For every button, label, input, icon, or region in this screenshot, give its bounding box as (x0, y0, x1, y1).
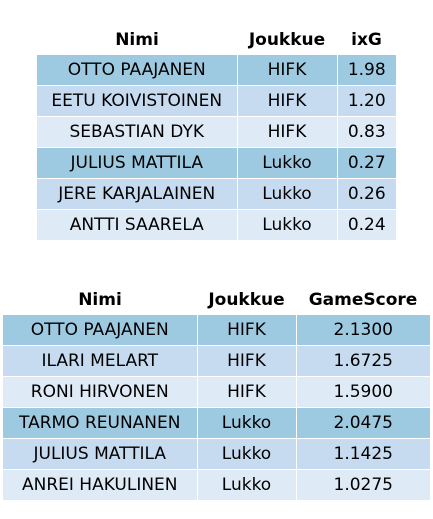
player-name-cell: ANTTI SAARELA (37, 209, 238, 241)
team-cell: Lukko (237, 209, 338, 241)
gamescore-cell: 2.1300 (296, 315, 430, 346)
ixg-table: Nimi Joukkue ixG OTTO PAAJANEN HIFK 1.98… (37, 24, 396, 241)
column-header-gamescore: GameScore (296, 284, 430, 315)
team-cell: HIFK (197, 315, 297, 346)
ixg-cell: 0.83 (337, 116, 396, 148)
team-cell: Lukko (237, 178, 338, 210)
table-header-row: Nimi Joukkue ixG (37, 24, 396, 55)
ixg-cell: 1.20 (337, 85, 396, 117)
player-name-cell: JERE KARJALAINEN (37, 178, 238, 210)
team-cell: HIFK (197, 345, 297, 377)
table-row: EETU KOIVISTOINEN HIFK 1.20 (37, 85, 396, 117)
team-cell: Lukko (197, 438, 297, 470)
player-name-cell: ILARI MELART (3, 345, 198, 377)
player-name-cell: SEBASTIAN DYK (37, 116, 238, 148)
gamescore-table: Nimi Joukkue GameScore OTTO PAAJANEN HIF… (3, 284, 430, 501)
ixg-cell: 0.24 (337, 209, 396, 241)
column-header-name: Nimi (3, 284, 197, 315)
table-row: OTTO PAAJANEN HIFK 1.98 (37, 55, 396, 86)
table-row: OTTO PAAJANEN HIFK 2.1300 (3, 315, 430, 346)
gamescore-cell: 1.1425 (296, 438, 430, 470)
team-cell: Lukko (237, 147, 338, 179)
ixg-cell: 0.27 (337, 147, 396, 179)
player-name-cell: OTTO PAAJANEN (3, 315, 198, 346)
table-row: ANREI HAKULINEN Lukko 1.0275 (3, 469, 430, 501)
table-header-row: Nimi Joukkue GameScore (3, 284, 430, 315)
player-name-cell: RONI HIRVONEN (3, 376, 198, 408)
table-row: JULIUS MATTILA Lukko 0.27 (37, 147, 396, 179)
gamescore-cell: 2.0475 (296, 407, 430, 439)
ixg-cell: 0.26 (337, 178, 396, 210)
team-cell: HIFK (237, 55, 338, 86)
gamescore-cell: 1.0275 (296, 469, 430, 501)
table-row: TARMO REUNANEN Lukko 2.0475 (3, 407, 430, 439)
gamescore-cell: 1.6725 (296, 345, 430, 377)
table-row: ILARI MELART HIFK 1.6725 (3, 345, 430, 377)
player-name-cell: JULIUS MATTILA (3, 438, 198, 470)
team-cell: Lukko (197, 469, 297, 501)
column-header-team: Joukkue (197, 284, 296, 315)
gamescore-cell: 1.5900 (296, 376, 430, 408)
team-cell: HIFK (237, 85, 338, 117)
table-row: RONI HIRVONEN HIFK 1.5900 (3, 376, 430, 408)
table-row: JERE KARJALAINEN Lukko 0.26 (37, 178, 396, 210)
player-name-cell: EETU KOIVISTOINEN (37, 85, 238, 117)
ixg-cell: 1.98 (337, 55, 396, 86)
team-cell: HIFK (237, 116, 338, 148)
column-header-name: Nimi (37, 24, 237, 55)
team-cell: Lukko (197, 407, 297, 439)
player-name-cell: OTTO PAAJANEN (37, 55, 238, 86)
table-row: JULIUS MATTILA Lukko 1.1425 (3, 438, 430, 470)
table-row: SEBASTIAN DYK HIFK 0.83 (37, 116, 396, 148)
player-name-cell: ANREI HAKULINEN (3, 469, 198, 501)
player-name-cell: TARMO REUNANEN (3, 407, 198, 439)
team-cell: HIFK (197, 376, 297, 408)
table-row: ANTTI SAARELA Lukko 0.24 (37, 209, 396, 241)
column-header-team: Joukkue (237, 24, 337, 55)
column-header-ixg: ixG (337, 24, 396, 55)
player-name-cell: JULIUS MATTILA (37, 147, 238, 179)
